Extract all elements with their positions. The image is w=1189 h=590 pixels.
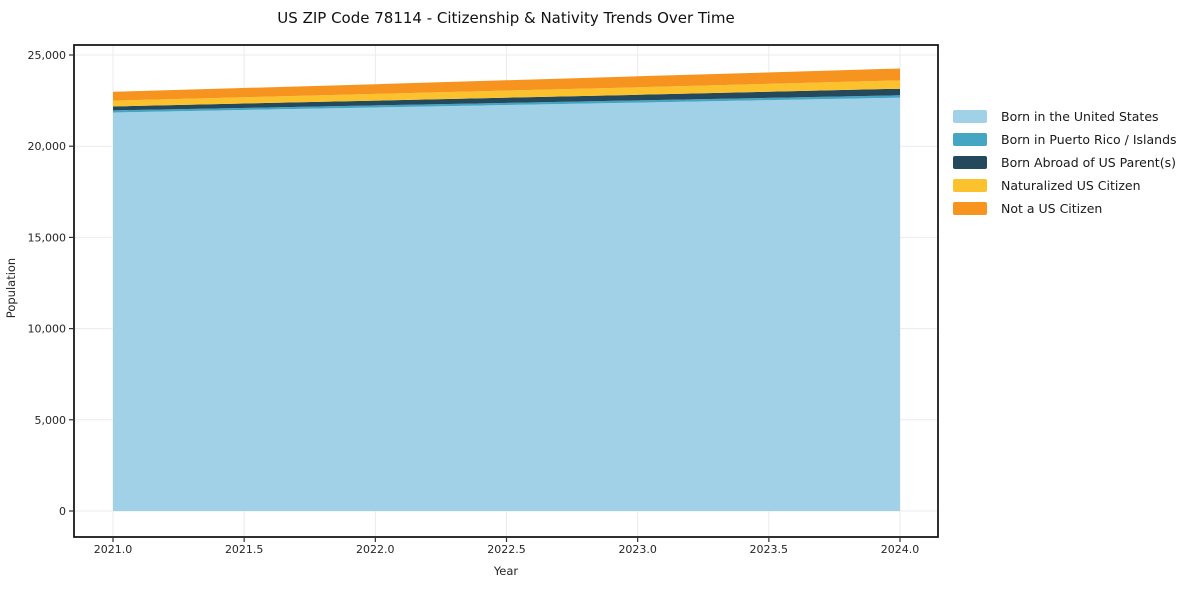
x-tick-label: 2022.5 bbox=[487, 543, 526, 556]
area-series-3 bbox=[113, 80, 900, 107]
y-tick-label: 25,000 bbox=[28, 49, 67, 62]
y-tick-label: 20,000 bbox=[28, 140, 67, 153]
area-series-4 bbox=[113, 68, 900, 101]
area-series-2 bbox=[113, 88, 900, 111]
x-tick-label: 2021.5 bbox=[225, 543, 264, 556]
legend: Born in the United States Born in Puerto… bbox=[953, 108, 1177, 217]
x-tick-label: 2023.5 bbox=[750, 543, 789, 556]
area-series bbox=[113, 68, 900, 511]
legend-item: Born in Puerto Rico / Islands bbox=[953, 131, 1177, 148]
x-tick-label: 2023.0 bbox=[618, 543, 657, 556]
axis-ticks bbox=[69, 54, 901, 542]
y-tick-labels: 0 5,000 10,000 15,000 20,000 25,000 bbox=[28, 49, 67, 518]
legend-swatch-not-citizen bbox=[953, 202, 987, 215]
x-tick-label: 2022.0 bbox=[356, 543, 395, 556]
x-axis-label: Year bbox=[493, 564, 519, 578]
legend-label: Naturalized US Citizen bbox=[1001, 178, 1141, 193]
legend-swatch-naturalized bbox=[953, 179, 987, 192]
legend-label: Born in Puerto Rico / Islands bbox=[1001, 132, 1177, 147]
area-series-1 bbox=[113, 95, 900, 113]
y-tick-label: 5,000 bbox=[35, 414, 67, 427]
y-tick-label: 15,000 bbox=[28, 231, 67, 244]
legend-swatch-born-abroad bbox=[953, 156, 987, 169]
legend-swatch-born-in-puerto-rico bbox=[953, 133, 987, 146]
area-series-0 bbox=[113, 97, 900, 511]
chart-title: US ZIP Code 78114 - Citizenship & Nativi… bbox=[277, 9, 734, 27]
legend-swatch-born-in-us bbox=[953, 110, 987, 123]
legend-item: Born in the United States bbox=[953, 108, 1177, 125]
legend-item: Not a US Citizen bbox=[953, 200, 1177, 217]
x-tick-label: 2024.0 bbox=[881, 543, 920, 556]
legend-item: Naturalized US Citizen bbox=[953, 177, 1177, 194]
x-tick-label: 2021.0 bbox=[94, 543, 133, 556]
y-tick-label: 0 bbox=[59, 505, 66, 518]
legend-label: Born in the United States bbox=[1001, 109, 1159, 124]
y-tick-label: 10,000 bbox=[28, 323, 67, 336]
x-tick-labels: 2021.0 2021.5 2022.0 2022.5 2023.0 2023.… bbox=[94, 543, 920, 556]
y-axis-label: Population bbox=[4, 258, 18, 318]
legend-item: Born Abroad of US Parent(s) bbox=[953, 154, 1177, 171]
legend-label: Born Abroad of US Parent(s) bbox=[1001, 155, 1176, 170]
legend-label: Not a US Citizen bbox=[1001, 201, 1103, 216]
